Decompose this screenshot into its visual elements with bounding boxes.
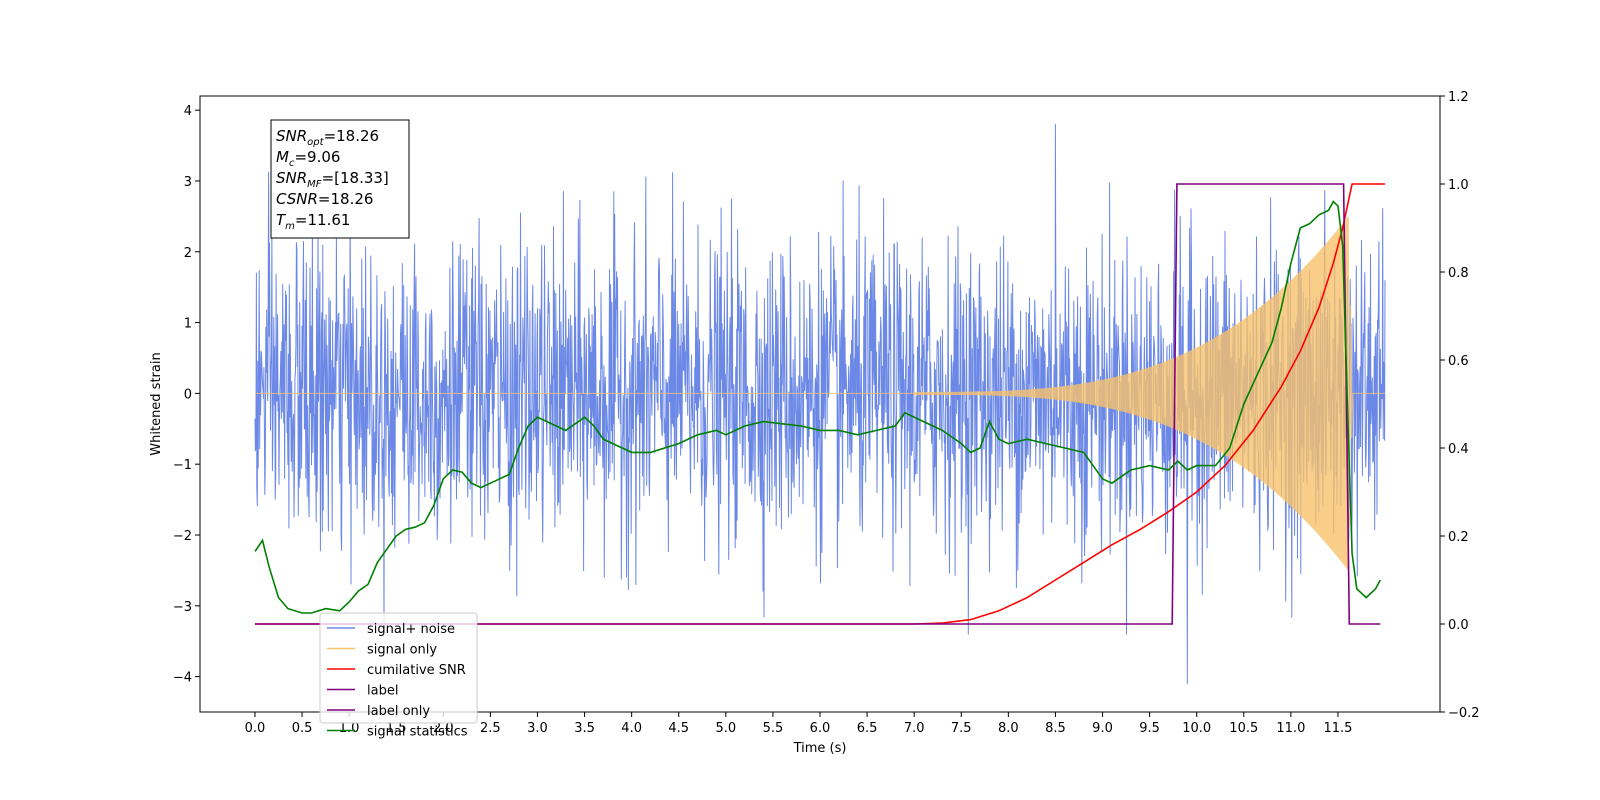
y-tick-label: −3 <box>173 600 192 615</box>
y-tick-label: 1 <box>184 317 192 332</box>
x-tick-label: 8.0 <box>998 721 1019 736</box>
y-tick-label: −2 <box>173 529 192 544</box>
y2-tick-label: 0.4 <box>1448 442 1469 457</box>
legend-label: signal+ noise <box>367 622 455 637</box>
y2-tick-label: 0.6 <box>1448 354 1469 369</box>
y2-tick-label: 1.2 <box>1448 90 1469 105</box>
y-axis-left: −4 −3 −2 −1 0 1 2 3 4 <box>173 104 200 686</box>
series-line-signal-only <box>254 216 1386 571</box>
x-tick-label: 10.5 <box>1229 721 1258 736</box>
y-tick-label: 3 <box>184 175 192 190</box>
x-tick-label: 0.0 <box>245 721 266 736</box>
y2-tick-label: 0.8 <box>1448 266 1469 281</box>
y-axis-label: Whitened strain <box>149 352 164 455</box>
annotation-line: Tm=11.61 <box>276 211 350 232</box>
x-tick-label: 6.0 <box>810 721 831 736</box>
annotation-frame <box>270 119 410 239</box>
x-tick-label: 4.5 <box>668 721 689 736</box>
x-tick-label: 5.5 <box>763 721 784 736</box>
x-tick-label: 1.0 <box>339 721 360 736</box>
plot-area <box>254 123 1386 685</box>
x-tick-label: 2.0 <box>433 721 454 736</box>
annotation-symbol: T <box>276 211 287 229</box>
annotation-symbol: M <box>276 148 289 166</box>
y2-tick-label: 0.2 <box>1448 530 1469 545</box>
x-tick-label: 9.0 <box>1092 721 1113 736</box>
legend-label: label only <box>367 704 430 719</box>
x-axis-label: Time (s) <box>793 741 847 756</box>
series-line-label <box>255 183 1381 625</box>
x-tick-label: 11.0 <box>1276 721 1305 736</box>
y2-tick-label: 0.0 <box>1448 618 1469 633</box>
y-tick-label: −1 <box>173 458 192 473</box>
annotation-value: =18.26 <box>318 190 374 208</box>
annotation-value: =11.61 <box>295 211 351 229</box>
legend: signal+ noise signal only cumilative SNR la… <box>319 612 478 740</box>
x-tick-label: 0.5 <box>292 721 313 736</box>
y-tick-label: 0 <box>184 387 192 402</box>
y-tick-label: 4 <box>184 104 192 119</box>
y2-tick-label: −0.2 <box>1448 706 1480 721</box>
annotation-value: =[18.33] <box>322 169 389 187</box>
annotation-symbol: SNR <box>276 127 307 145</box>
x-tick-label: 7.0 <box>904 721 925 736</box>
y-tick-label: 2 <box>184 246 192 261</box>
legend-label: cumilative SNR <box>367 663 466 678</box>
annotation-value: =9.06 <box>294 148 340 166</box>
annotation-line: Mc=9.06 <box>276 148 340 169</box>
annotation-line: CSNR=18.26 <box>276 190 373 208</box>
annotation-line: SNRopt=18.26 <box>276 127 379 148</box>
y-axis-right: −0.2 0.0 0.2 0.4 0.6 0.8 1.0 1.2 <box>1440 90 1480 721</box>
x-tick-label: 11.5 <box>1323 721 1352 736</box>
legend-frame <box>319 612 478 724</box>
series-line-signal-statistics <box>254 200 1382 614</box>
annotation-subscript: m <box>285 221 295 232</box>
annotation-box: SNRopt=18.26Mc=9.06SNRMF=[18.33]CSNR=18.… <box>270 119 410 239</box>
annotation-value: =18.26 <box>324 127 380 145</box>
annotation-line: SNRMF=[18.33] <box>276 169 389 190</box>
x-tick-label: 2.5 <box>480 721 501 736</box>
legend-label: signal only <box>367 643 437 658</box>
x-tick-label: 3.0 <box>527 721 548 736</box>
x-tick-label: 3.5 <box>574 721 595 736</box>
x-tick-label: 4.0 <box>621 721 642 736</box>
y2-tick-label: 1.0 <box>1448 178 1469 193</box>
x-axis: 0.0 0.5 1.0 1.5 2.0 2.5 3.0 3.5 4.0 4.5 5.0 5.5 6.0 6… <box>245 712 1352 736</box>
x-tick-label: 5.0 <box>715 721 736 736</box>
x-tick-label: 10.0 <box>1182 721 1211 736</box>
x-tick-label: 8.5 <box>1045 721 1066 736</box>
x-tick-label: 6.5 <box>857 721 878 736</box>
x-tick-label: 1.5 <box>386 721 407 736</box>
x-tick-label: 7.5 <box>951 721 972 736</box>
annotation-subscript: MF <box>307 179 322 190</box>
annotation-subscript: c <box>289 158 295 169</box>
legend-label: signal statistics <box>367 725 468 740</box>
annotation-symbol: SNR <box>276 169 307 187</box>
annotation-symbol: CSNR <box>276 190 318 208</box>
annotation-subscript: opt <box>307 137 324 148</box>
legend-label: label <box>367 684 398 699</box>
x-tick-label: 9.5 <box>1139 721 1160 736</box>
y-tick-label: −4 <box>173 671 192 686</box>
